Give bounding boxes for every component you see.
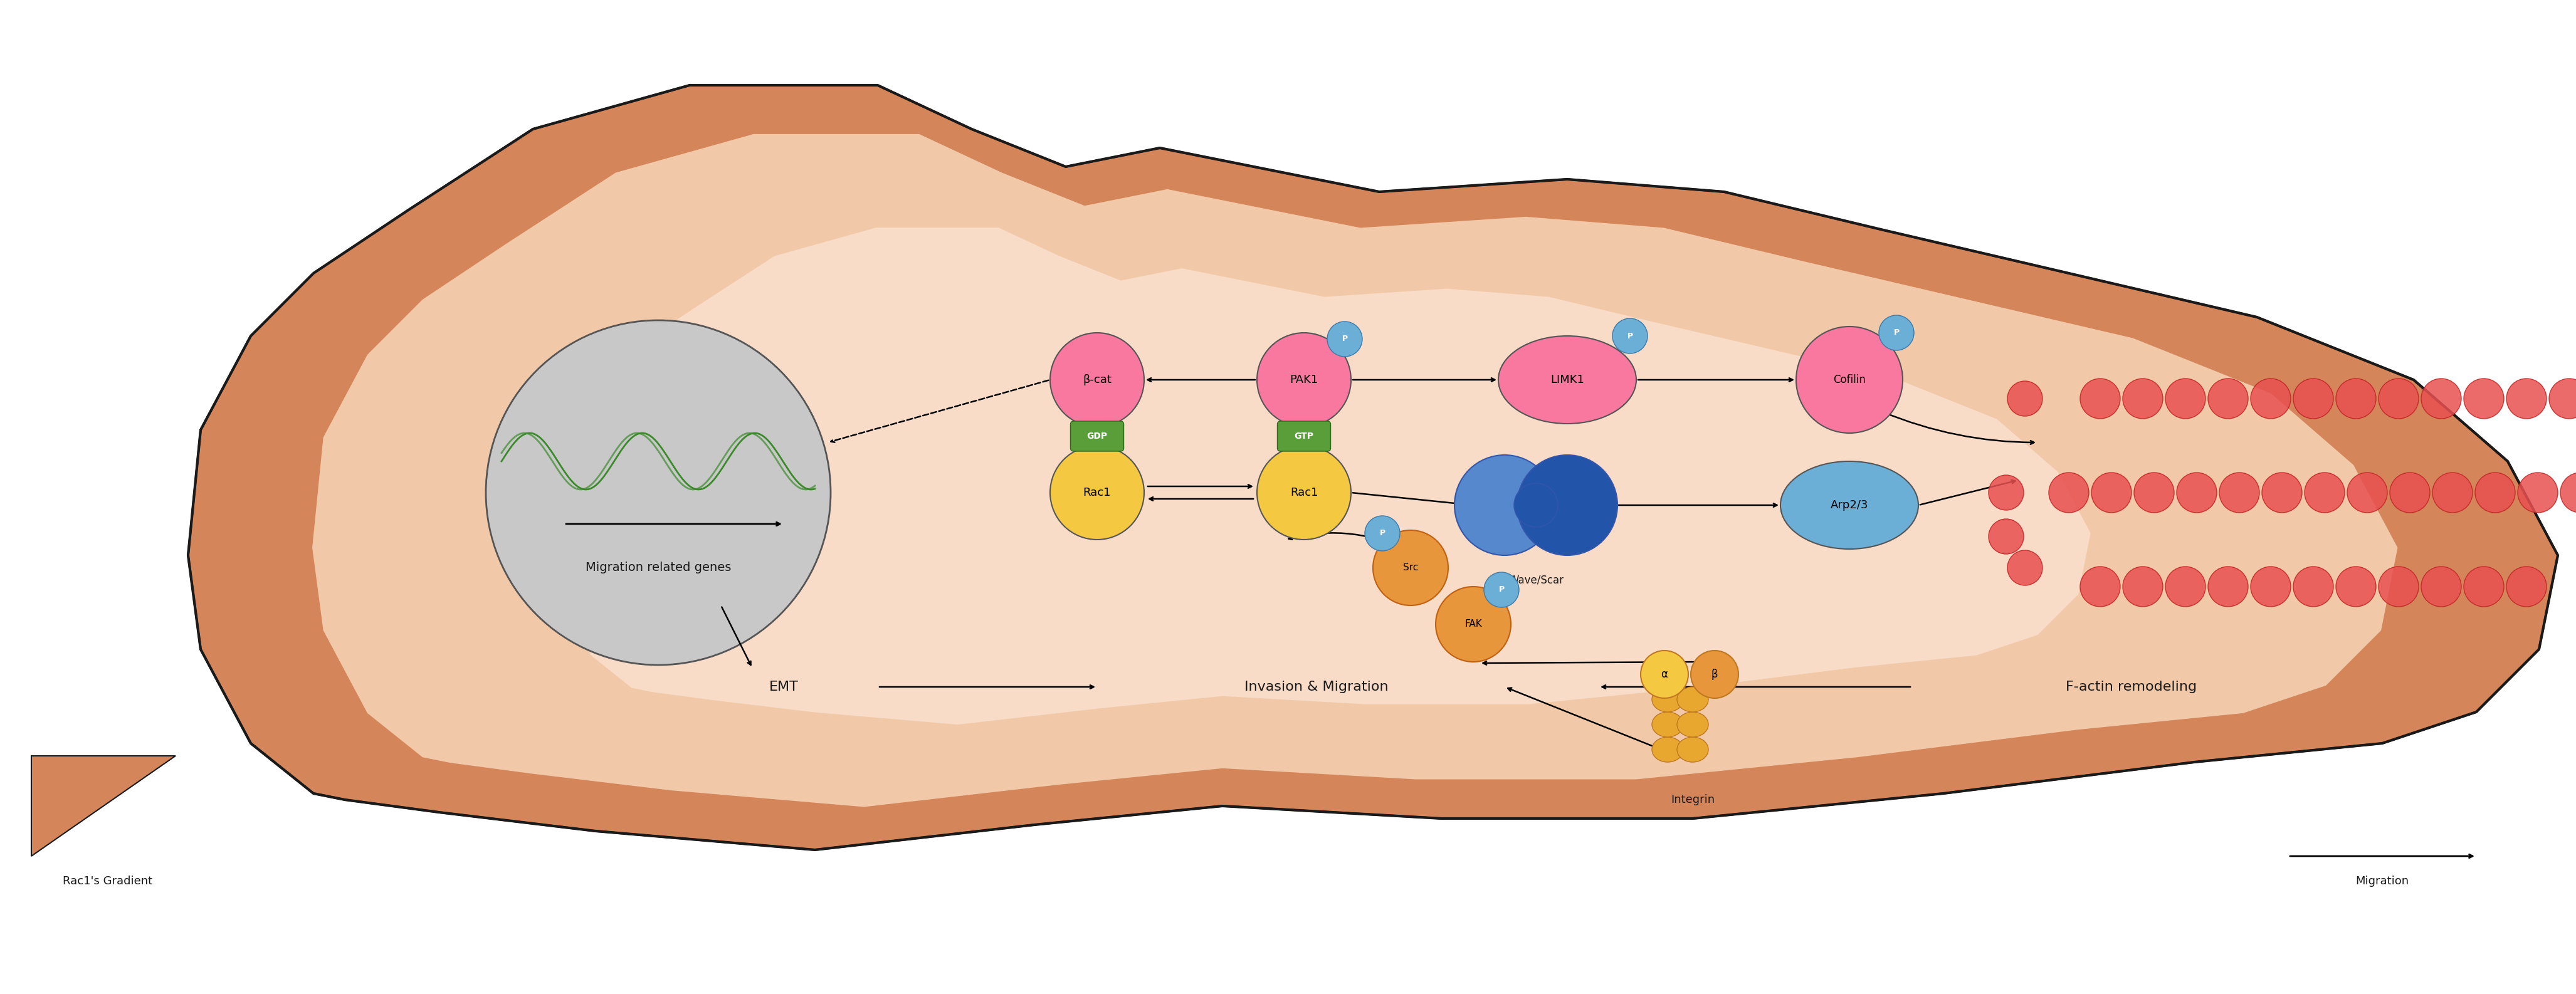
Ellipse shape — [1677, 712, 1708, 737]
Circle shape — [2336, 379, 2375, 418]
Text: P: P — [1893, 329, 1899, 337]
Text: EMT: EMT — [770, 681, 799, 693]
Circle shape — [2007, 551, 2043, 585]
Circle shape — [2166, 379, 2205, 418]
Text: Invasion & Migration: Invasion & Migration — [1244, 681, 1388, 693]
Ellipse shape — [1677, 687, 1708, 712]
Text: Cofilin: Cofilin — [1834, 374, 1865, 386]
Circle shape — [2123, 567, 2164, 606]
Circle shape — [2306, 472, 2344, 513]
Circle shape — [1515, 483, 1558, 527]
Polygon shape — [312, 134, 2398, 807]
Circle shape — [2251, 379, 2290, 418]
Circle shape — [2463, 567, 2504, 606]
Text: Rac1: Rac1 — [1291, 487, 1319, 498]
Circle shape — [1795, 326, 1904, 433]
Circle shape — [2506, 379, 2548, 418]
Circle shape — [2251, 567, 2290, 606]
Circle shape — [2208, 379, 2249, 418]
Ellipse shape — [1651, 687, 1682, 712]
Text: FAK: FAK — [1466, 619, 1481, 629]
Text: F-actin remodeling: F-actin remodeling — [2066, 681, 2197, 693]
Circle shape — [1435, 586, 1512, 662]
Polygon shape — [551, 228, 2092, 725]
Circle shape — [2208, 567, 2249, 606]
Circle shape — [2347, 472, 2388, 513]
Circle shape — [1051, 445, 1144, 540]
Text: Integrin: Integrin — [1672, 794, 1716, 805]
Text: P: P — [1499, 585, 1504, 593]
Circle shape — [1613, 318, 1649, 354]
Circle shape — [2506, 567, 2548, 606]
Circle shape — [2293, 379, 2334, 418]
Text: Rac1's Gradient: Rac1's Gradient — [62, 876, 152, 887]
Polygon shape — [188, 85, 2558, 850]
Circle shape — [2133, 472, 2174, 513]
FancyBboxPatch shape — [1278, 421, 1332, 451]
Circle shape — [1690, 650, 1739, 698]
Circle shape — [1641, 650, 1687, 698]
Circle shape — [1878, 315, 1914, 350]
Circle shape — [1373, 530, 1448, 605]
Circle shape — [2048, 472, 2089, 513]
Circle shape — [2262, 472, 2303, 513]
Ellipse shape — [1499, 336, 1636, 423]
Circle shape — [1989, 475, 2025, 510]
Text: P: P — [1628, 332, 1633, 340]
Circle shape — [1051, 333, 1144, 426]
Ellipse shape — [1517, 455, 1618, 556]
Circle shape — [2177, 472, 2218, 513]
Circle shape — [1257, 445, 1350, 540]
Circle shape — [1989, 519, 2025, 554]
Circle shape — [2517, 472, 2558, 513]
FancyBboxPatch shape — [1072, 421, 1123, 451]
Circle shape — [2421, 567, 2460, 606]
Circle shape — [2378, 379, 2419, 418]
Ellipse shape — [1677, 737, 1708, 762]
Ellipse shape — [487, 320, 829, 665]
Circle shape — [2123, 379, 2164, 418]
Text: PAK1: PAK1 — [1291, 374, 1319, 386]
Text: GDP: GDP — [1087, 431, 1108, 440]
Text: P: P — [1381, 529, 1386, 538]
Circle shape — [2391, 472, 2429, 513]
Circle shape — [2463, 379, 2504, 418]
Ellipse shape — [1780, 461, 1919, 549]
Circle shape — [1365, 516, 1399, 551]
Circle shape — [2432, 472, 2473, 513]
Ellipse shape — [1651, 737, 1682, 762]
Circle shape — [1327, 321, 1363, 357]
Circle shape — [2221, 472, 2259, 513]
Circle shape — [1257, 333, 1350, 426]
Circle shape — [2421, 379, 2460, 418]
Text: β-cat: β-cat — [1082, 374, 1110, 386]
Text: Arp2/3: Arp2/3 — [1832, 500, 1868, 511]
Ellipse shape — [1651, 712, 1682, 737]
Text: Migration related genes: Migration related genes — [585, 562, 732, 574]
Circle shape — [2007, 381, 2043, 416]
Circle shape — [1484, 573, 1520, 607]
Circle shape — [2561, 472, 2576, 513]
Circle shape — [2476, 472, 2514, 513]
Circle shape — [2079, 379, 2120, 418]
Text: Wave/Scar: Wave/Scar — [1510, 575, 1564, 586]
Text: α: α — [1662, 669, 1667, 680]
Polygon shape — [31, 755, 175, 856]
Text: β: β — [1710, 669, 1718, 680]
Ellipse shape — [1455, 455, 1556, 556]
Circle shape — [2079, 567, 2120, 606]
Circle shape — [2378, 567, 2419, 606]
Circle shape — [2092, 472, 2130, 513]
Circle shape — [2166, 567, 2205, 606]
Circle shape — [2293, 567, 2334, 606]
Text: GTP: GTP — [1293, 431, 1314, 440]
Text: P: P — [1342, 335, 1347, 343]
Text: Rac1: Rac1 — [1082, 487, 1110, 498]
Text: LIMK1: LIMK1 — [1551, 374, 1584, 386]
Circle shape — [2550, 379, 2576, 418]
Circle shape — [2336, 567, 2375, 606]
Text: Src: Src — [1404, 564, 1419, 573]
Text: Migration: Migration — [2354, 876, 2409, 887]
